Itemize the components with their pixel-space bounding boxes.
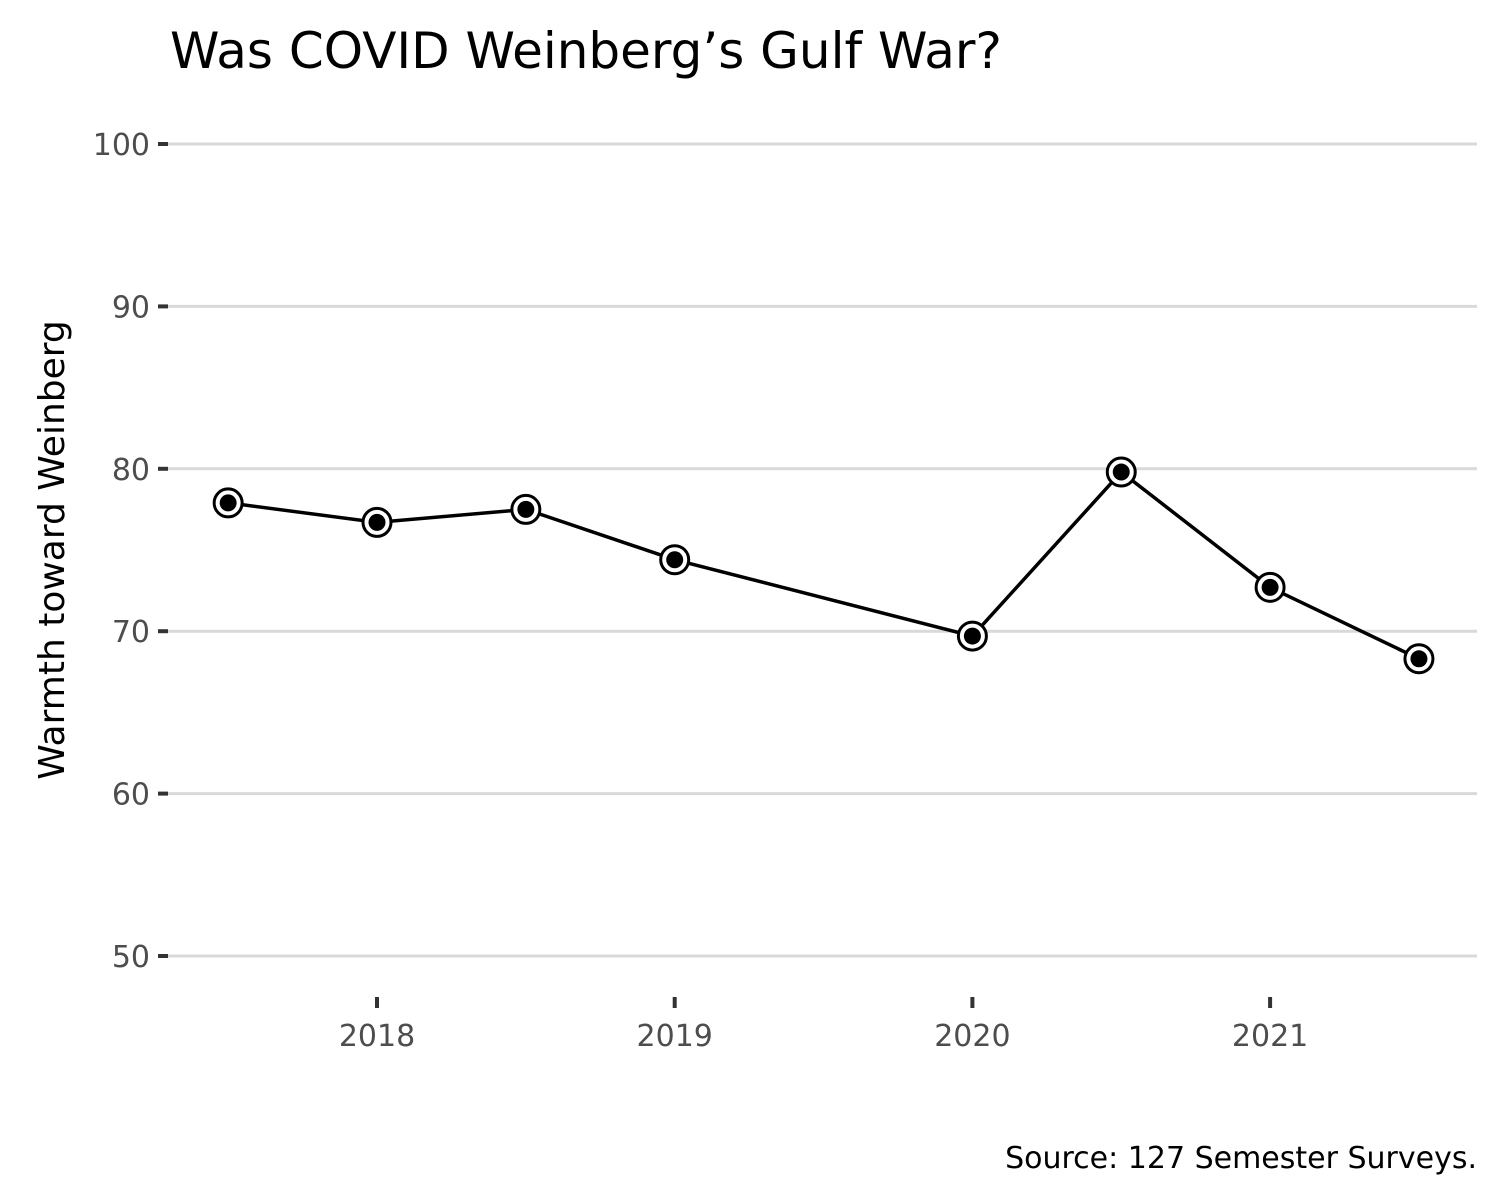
series-line-group [227, 469, 1420, 661]
series-line [227, 469, 1420, 661]
x-tick-label: 2020 [934, 1019, 1010, 1054]
x-tick-label: 2021 [1232, 1019, 1308, 1054]
data-point [1254, 571, 1286, 603]
data-point-dot [517, 500, 535, 518]
data-point [956, 620, 988, 652]
data-point-dot [219, 494, 237, 512]
y-tick-label: 50 [112, 940, 150, 975]
data-point-dot [1112, 463, 1130, 481]
y-tick-label: 70 [112, 615, 150, 650]
data-point-dot [368, 513, 386, 531]
y-tick-label: 90 [112, 290, 150, 325]
y-tick-label: 80 [112, 453, 150, 488]
data-point-dot [666, 551, 684, 569]
chart-caption: Source: 127 Semester Surveys. [1005, 1141, 1477, 1176]
data-points [212, 456, 1435, 675]
y-tick-label: 100 [93, 128, 150, 163]
y-axis-label: Warmth toward Weinberg [32, 320, 73, 780]
data-point-dot [963, 627, 981, 645]
y-axis: 50 60 70 80 90 100 [93, 128, 168, 975]
data-point [659, 544, 691, 576]
x-tick-label: 2018 [339, 1019, 415, 1054]
data-point [212, 487, 244, 519]
x-axis: 2018 2019 2020 2021 [339, 997, 1308, 1054]
data-point-dot [1410, 650, 1428, 668]
data-point [510, 493, 542, 525]
data-point [1105, 456, 1137, 488]
y-tick-label: 60 [112, 778, 150, 813]
data-point-dot [1261, 578, 1279, 596]
data-point [1403, 643, 1435, 675]
data-point [361, 506, 393, 538]
chart-title: Was COVID Weinberg’s Gulf War? [170, 22, 1002, 80]
x-tick-label: 2019 [637, 1019, 713, 1054]
gridlines [168, 142, 1477, 958]
